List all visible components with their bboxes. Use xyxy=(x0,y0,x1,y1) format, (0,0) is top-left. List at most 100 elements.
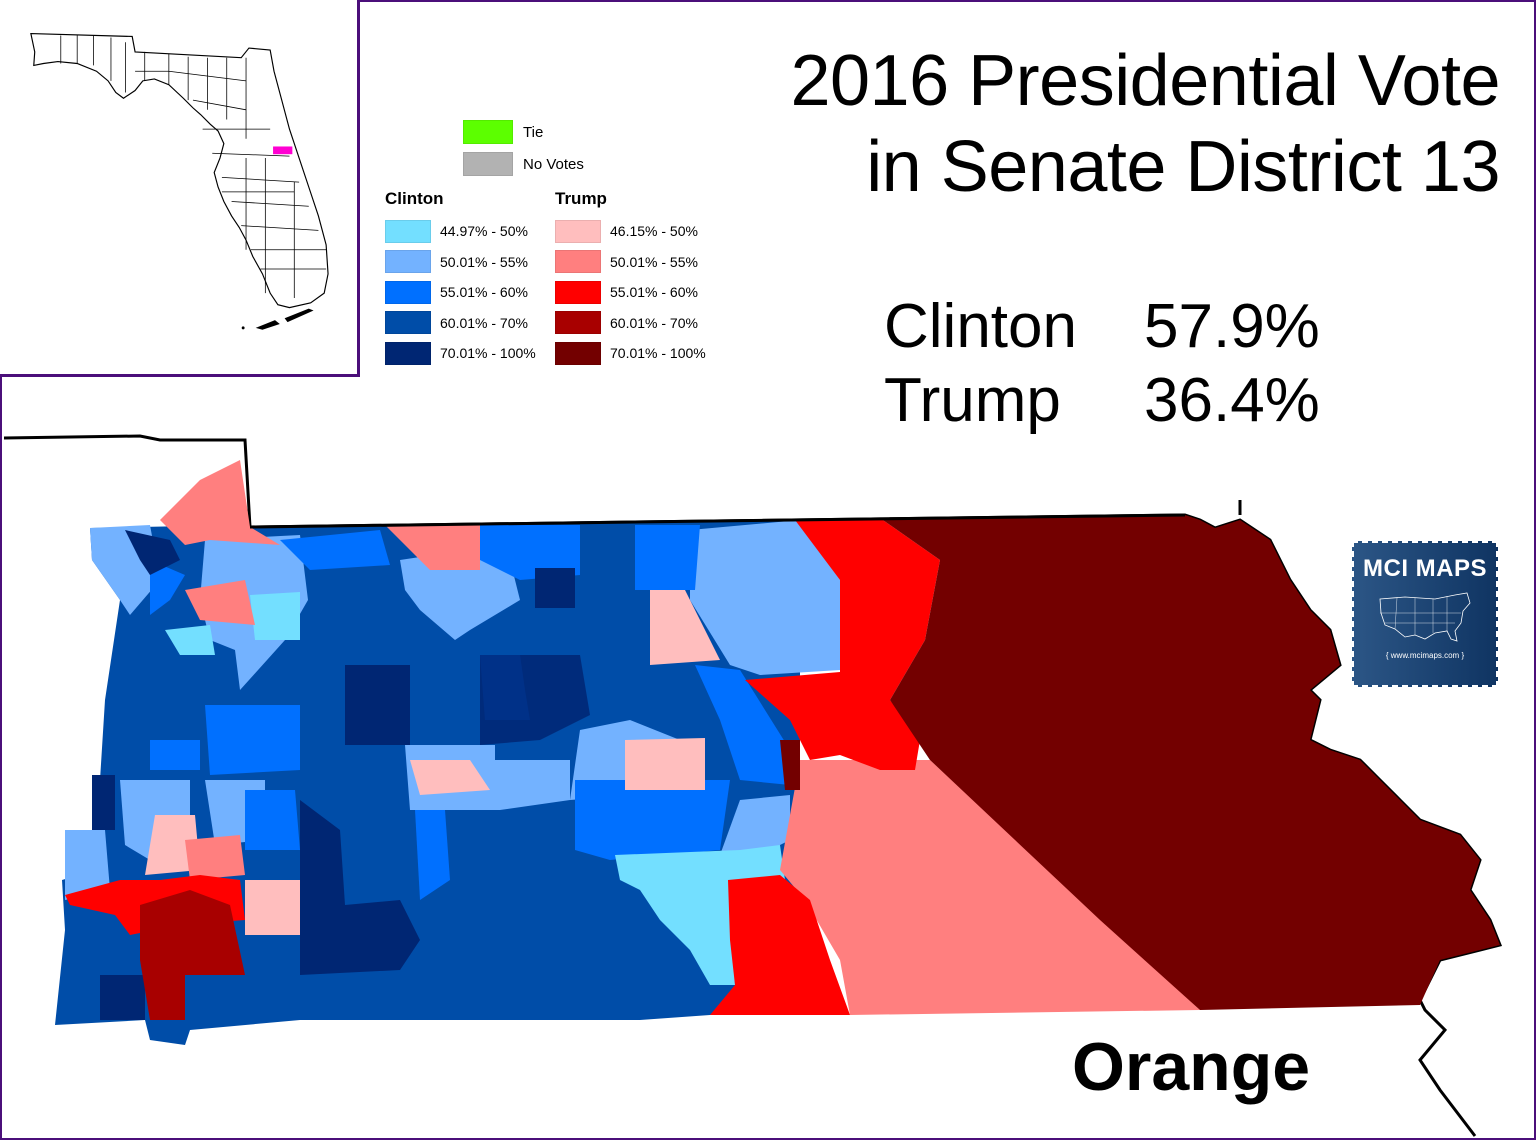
swatch xyxy=(555,250,601,274)
swatch-no-votes xyxy=(463,152,513,176)
swatch xyxy=(385,311,431,335)
precinct xyxy=(345,665,410,745)
legend-label: Tie xyxy=(523,123,544,141)
legend-label: 44.97% - 50% xyxy=(440,223,528,240)
precinct xyxy=(880,515,1500,1010)
district-results: Clinton 57.9% Trump 36.4% xyxy=(884,290,1320,438)
precinct xyxy=(125,530,180,575)
legend-special: Tie No Votes xyxy=(463,116,584,180)
legend-label: 70.01% - 100% xyxy=(610,345,706,362)
precinct xyxy=(410,760,490,795)
precinct xyxy=(245,790,300,850)
legend-label: 60.01% - 70% xyxy=(440,314,528,331)
precinct xyxy=(165,625,215,655)
precinct xyxy=(535,568,575,608)
legend-item: 44.97% - 50% xyxy=(385,216,555,247)
swatch xyxy=(555,280,601,304)
legend-item-tie: Tie xyxy=(463,116,584,148)
logo-url: { www.mcimaps.com } xyxy=(1385,651,1465,660)
swatch xyxy=(385,341,431,365)
precinct xyxy=(160,460,280,545)
precinct xyxy=(92,775,115,830)
precinct xyxy=(245,880,300,935)
precinct xyxy=(690,520,840,675)
precinct xyxy=(145,815,200,875)
precinct xyxy=(250,592,300,640)
county-label: Orange xyxy=(1072,1029,1311,1105)
mci-maps-logo: MCI MAPS { www.mcimaps.com } xyxy=(1352,541,1498,687)
legend-item: 70.01% - 100% xyxy=(555,338,725,369)
title-line-1: 2016 Presidential Vote xyxy=(790,41,1500,121)
legend-item: 50.01% - 55% xyxy=(385,247,555,278)
legend-item: 50.01% - 55% xyxy=(555,247,725,278)
legend-label: 50.01% - 55% xyxy=(610,253,698,270)
precinct xyxy=(480,525,580,580)
legend-label: 60.01% - 70% xyxy=(610,314,698,331)
precinct xyxy=(185,580,255,625)
precinct xyxy=(720,795,790,855)
swatch xyxy=(385,280,431,304)
precinct xyxy=(280,530,390,570)
result-row-trump: Trump 36.4% xyxy=(884,364,1320,438)
florida-locator-inset xyxy=(0,0,360,377)
legend-item: 60.01% - 70% xyxy=(555,308,725,339)
precinct xyxy=(745,518,940,770)
candidate-pct: 36.4% xyxy=(1144,366,1320,435)
legend-heading-clinton: Clinton xyxy=(385,189,444,208)
title-line-2: in Senate District 13 xyxy=(866,127,1500,207)
swatch xyxy=(555,219,601,243)
senate-district-13-highlight xyxy=(273,146,293,155)
swatch xyxy=(555,341,601,365)
precinct xyxy=(385,525,480,570)
precinct xyxy=(480,655,590,745)
precinct xyxy=(780,740,800,790)
result-row-clinton: Clinton 57.9% xyxy=(884,290,1320,364)
precinct xyxy=(185,835,245,880)
legend-item: 55.01% - 60% xyxy=(385,277,555,308)
legend-clinton: Clinton 44.97% - 50% 50.01% - 55% 55.01%… xyxy=(385,188,555,369)
county-boundary-top xyxy=(249,513,1186,529)
precinct xyxy=(150,560,185,615)
precinct xyxy=(150,740,200,770)
florida-outline-map xyxy=(30,32,329,330)
precinct xyxy=(710,875,850,1015)
precinct xyxy=(140,890,245,1020)
swatch xyxy=(385,250,431,274)
legend-item-no-votes: No Votes xyxy=(463,148,584,180)
legend-item: 70.01% - 100% xyxy=(385,338,555,369)
legend-item: 60.01% - 70% xyxy=(385,308,555,339)
candidate-name: Clinton xyxy=(884,292,1077,361)
usa-map-icon xyxy=(1379,592,1471,642)
candidate-name: Trump xyxy=(884,366,1061,435)
swatch-tie xyxy=(463,120,513,144)
precinct xyxy=(650,590,720,665)
precinct xyxy=(100,975,145,1020)
precinct xyxy=(205,705,300,775)
swatch xyxy=(385,219,431,243)
legend-item: 55.01% - 60% xyxy=(555,277,725,308)
logo-brand: MCI MAPS xyxy=(1363,555,1487,582)
legend-candidates: Clinton 44.97% - 50% 50.01% - 55% 55.01%… xyxy=(385,188,725,369)
candidate-pct: 57.9% xyxy=(1144,292,1320,361)
legend-item: 46.15% - 50% xyxy=(555,216,725,247)
legend-label: No Votes xyxy=(523,155,584,173)
legend-label: 50.01% - 55% xyxy=(440,253,528,270)
map-title: 2016 Presidential Vote in Senate Distric… xyxy=(790,38,1500,210)
precinct xyxy=(625,738,705,790)
legend-label: 70.01% - 100% xyxy=(440,345,536,362)
precinct xyxy=(400,548,520,640)
precinct xyxy=(300,800,420,975)
legend-label: 55.01% - 60% xyxy=(610,284,698,301)
precinct xyxy=(575,780,730,860)
legend-heading-trump: Trump xyxy=(555,189,607,208)
precinct xyxy=(415,810,450,900)
legend-trump: Trump 46.15% - 50% 50.01% - 55% 55.01% -… xyxy=(555,188,725,369)
precinct xyxy=(695,665,790,785)
precinct xyxy=(780,760,1200,1015)
legend-label: 55.01% - 60% xyxy=(440,284,528,301)
precinct xyxy=(635,525,700,590)
swatch xyxy=(555,311,601,335)
legend-label: 46.15% - 50% xyxy=(610,223,698,240)
